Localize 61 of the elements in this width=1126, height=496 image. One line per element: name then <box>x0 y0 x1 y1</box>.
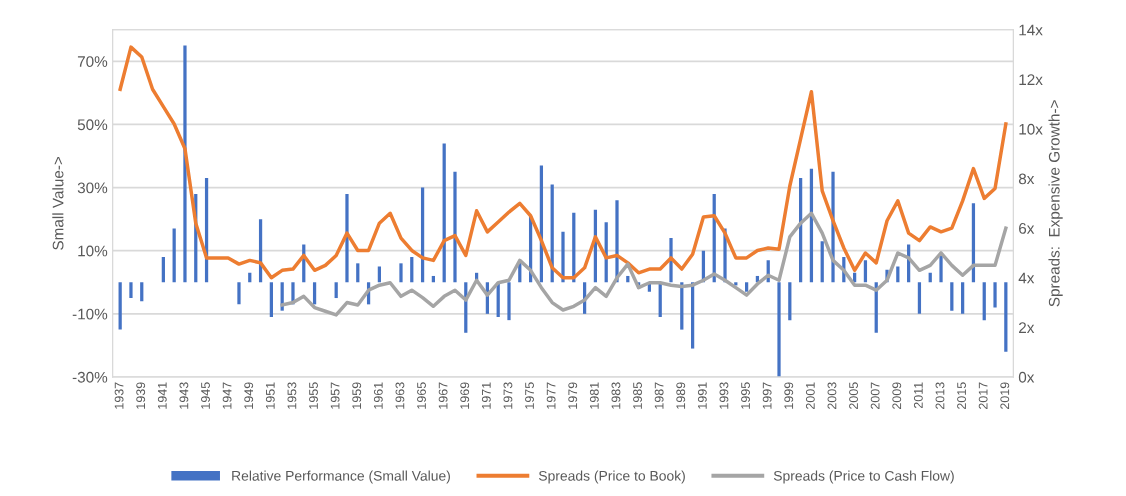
x-tick-label: 1937 <box>114 382 124 409</box>
y-tick-label: 70% <box>77 56 108 68</box>
x-tick-label: 1967 <box>438 382 448 409</box>
x-tick-label: 1957 <box>330 382 340 409</box>
y2-tick-label: 0x <box>1018 371 1035 383</box>
y-tick-label: -30% <box>72 371 108 383</box>
x-tick-label: 1941 <box>157 382 167 409</box>
x-tick-label: 1977 <box>546 382 556 409</box>
x-tick-label: 1959 <box>352 382 362 409</box>
x-tick-label: 1973 <box>503 382 513 409</box>
y-tick-label: 50% <box>77 119 108 131</box>
x-tick-label: 1971 <box>481 382 491 409</box>
y2-tick-label: 6x <box>1019 223 1035 234</box>
x-tick-label: 2019 <box>1000 382 1010 409</box>
x-tick-label: 1947 <box>222 382 232 409</box>
x-tick-label: 1963 <box>395 382 405 409</box>
x-tick-label: 2013 <box>935 382 945 409</box>
x-tick-label: 2007 <box>870 382 880 409</box>
x-tick-label: 1999 <box>784 382 794 409</box>
legend-label: Relative Performance (Small Value) <box>232 470 450 484</box>
x-tick-label: 1943 <box>179 382 189 409</box>
x-tick-label: 1983 <box>611 382 621 409</box>
x-tick-label: 1993 <box>719 382 729 409</box>
y2-tick-label: 8x <box>1018 173 1035 185</box>
y-tick-label: 30% <box>77 182 108 194</box>
y2-tick-label: 2x <box>1019 322 1035 333</box>
x-tick-label: 2011 <box>913 382 923 409</box>
y-axis-title: Small Value-> <box>52 156 64 250</box>
legend-label: Spreads (Price to Cash Flow) <box>773 470 954 484</box>
y2-axis-title: Spreads: Expensive Growth-> <box>1048 100 1063 307</box>
x-tick-label: 1945 <box>201 382 210 409</box>
y2-tick-label: 10x <box>1019 123 1043 135</box>
x-tick-label: 1939 <box>136 382 146 409</box>
x-tick-label: 1991 <box>697 382 707 409</box>
x-tick-label: 1981 <box>589 382 599 409</box>
x-tick-label: 2009 <box>892 382 902 409</box>
x-tick-label: 2015 <box>957 382 966 409</box>
x-tick-label: 1955 <box>309 382 318 409</box>
x-tick-label: 1969 <box>460 382 470 409</box>
x-tick-label: 2005 <box>849 382 858 409</box>
x-tick-label: 2017 <box>978 382 988 409</box>
y-tick-label: -10% <box>72 308 108 320</box>
x-tick-label: 1989 <box>676 382 686 409</box>
x-tick-label: 1975 <box>525 382 534 409</box>
x-tick-label: 1995 <box>741 382 750 409</box>
x-tick-label: 1953 <box>287 382 297 409</box>
y2-tick-label: 14x <box>1019 24 1043 36</box>
x-tick-label: 2001 <box>805 382 815 409</box>
y2-tick-label: 4x <box>1018 272 1035 284</box>
legend-label: Spreads (Price to Book) <box>538 470 685 484</box>
x-tick-label: 1997 <box>762 382 772 409</box>
x-tick-label: 1949 <box>244 382 254 409</box>
y-tick-label: 10% <box>78 245 108 257</box>
x-tick-label: 1987 <box>654 382 664 409</box>
x-tick-label: 1985 <box>633 382 642 409</box>
x-tick-label: 1979 <box>568 382 578 409</box>
y2-tick-label: 12x <box>1019 74 1043 85</box>
x-tick-label: 2003 <box>827 382 837 409</box>
x-tick-label: 1951 <box>265 382 275 409</box>
x-tick-label: 1961 <box>373 382 383 409</box>
x-tick-label: 1965 <box>417 382 426 409</box>
